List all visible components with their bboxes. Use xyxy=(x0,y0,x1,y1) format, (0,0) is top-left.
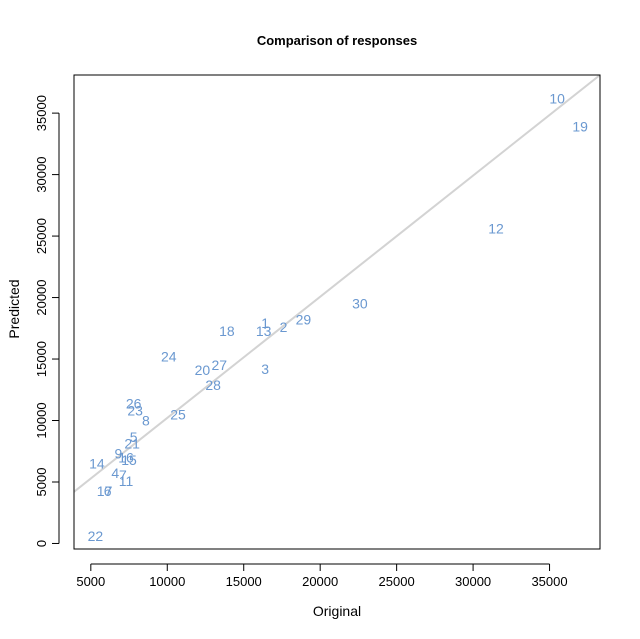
data-point-3: 3 xyxy=(261,361,269,377)
y-tick-label: 5000 xyxy=(34,468,49,497)
y-tick-label: 0 xyxy=(34,540,49,547)
data-point-26: 26 xyxy=(126,395,142,411)
data-point-2: 2 xyxy=(280,319,288,335)
x-tick-label: 20000 xyxy=(302,574,338,589)
x-tick-label: 25000 xyxy=(379,574,415,589)
data-point-29: 29 xyxy=(296,312,312,328)
data-point-5: 5 xyxy=(130,429,138,445)
x-tick-label: 15000 xyxy=(226,574,262,589)
data-point-1: 1 xyxy=(261,315,269,331)
data-point-28: 28 xyxy=(205,377,221,393)
y-tick-label: 20000 xyxy=(34,279,49,315)
data-point-25: 25 xyxy=(170,406,186,422)
data-point-14: 14 xyxy=(89,456,105,472)
plot-area xyxy=(74,75,600,493)
data-point-18: 18 xyxy=(219,323,235,339)
y-axis-label: Predicted xyxy=(6,279,22,338)
data-point-4: 4 xyxy=(111,465,119,481)
data-point-21: 21 xyxy=(124,435,140,451)
y-tick-label: 25000 xyxy=(34,218,49,254)
y-tick-label: 15000 xyxy=(34,341,49,377)
data-point-22: 22 xyxy=(88,528,104,544)
data-point-7: 7 xyxy=(119,467,127,483)
y-tick-label: 30000 xyxy=(34,157,49,193)
plot-frame xyxy=(73,74,601,550)
data-point-23: 23 xyxy=(127,403,143,419)
axes: 5000 10000 15000 20000 25000 30000 35000 0 5000 1… xyxy=(34,74,601,589)
data-point-27: 27 xyxy=(211,357,227,373)
data-point-9: 9 xyxy=(114,446,122,462)
data-point-8: 8 xyxy=(142,413,150,429)
chart-title: Comparison of responses xyxy=(257,33,417,48)
x-tick-label: 30000 xyxy=(455,574,491,589)
data-point-17: 17 xyxy=(97,483,113,499)
x-tick-label: 10000 xyxy=(149,574,185,589)
data-point-20: 20 xyxy=(195,362,211,378)
data-point-11: 11 xyxy=(119,473,134,489)
data-point-13: 13 xyxy=(256,323,272,339)
x-axis-label: Original xyxy=(313,603,361,619)
y-tick-label: 35000 xyxy=(34,95,49,131)
reference-line xyxy=(74,75,600,493)
data-point-6: 6 xyxy=(104,483,112,499)
data-point-12: 12 xyxy=(488,221,504,237)
data-point-15: 15 xyxy=(121,452,137,468)
y-tick-label: 10000 xyxy=(34,402,49,438)
data-point-10: 10 xyxy=(549,90,565,106)
data-point-30: 30 xyxy=(352,296,368,312)
data-point-19: 19 xyxy=(572,119,588,135)
data-point-16: 16 xyxy=(118,449,134,465)
x-tick-label: 5000 xyxy=(76,574,105,589)
x-tick-label: 35000 xyxy=(531,574,567,589)
data-point-24: 24 xyxy=(161,349,177,365)
